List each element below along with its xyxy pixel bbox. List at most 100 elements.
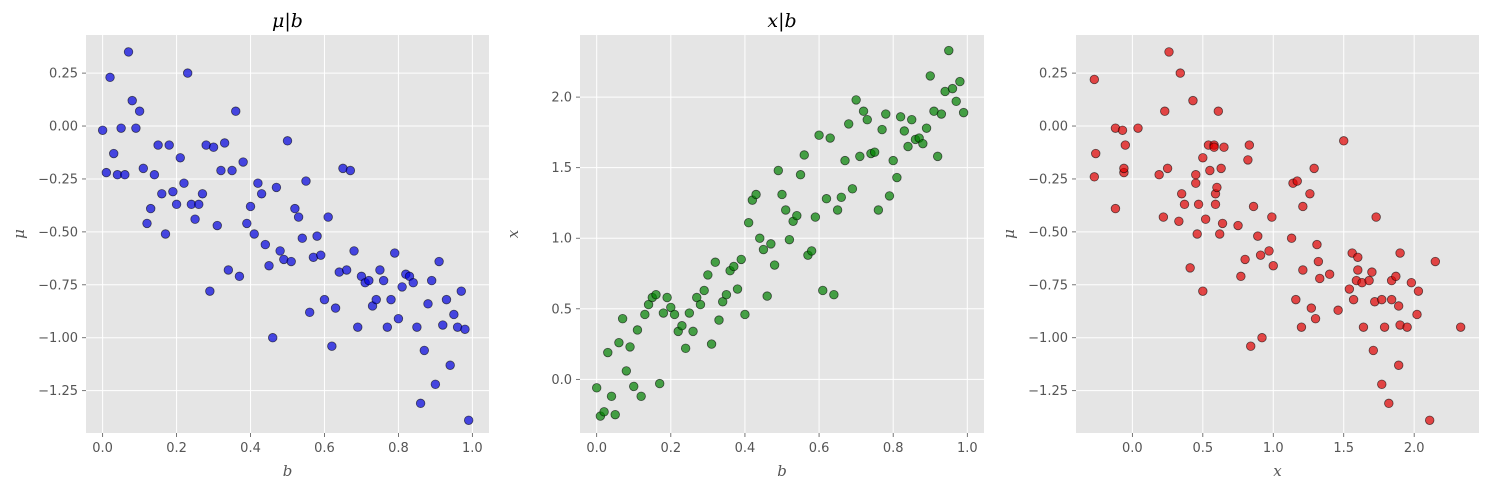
y-tick-label: 1.0 <box>551 232 572 247</box>
plot-area <box>86 35 489 433</box>
data-point <box>1213 106 1224 116</box>
data-point <box>1164 47 1174 57</box>
plot-area <box>1076 35 1479 433</box>
data-point <box>840 155 850 166</box>
data-point <box>260 239 271 250</box>
data-point <box>769 260 780 270</box>
data-point <box>105 72 115 83</box>
data-point <box>762 291 772 301</box>
data-point <box>1198 153 1208 163</box>
data-point <box>390 248 400 258</box>
data-point <box>743 218 754 228</box>
data-point <box>1246 341 1256 351</box>
data-point <box>936 109 947 119</box>
data-point <box>1291 294 1301 305</box>
data-point <box>781 205 791 215</box>
x-tick-label: 0.4 <box>735 441 756 456</box>
data-point <box>651 289 661 300</box>
data-point <box>397 282 407 292</box>
data-point <box>412 322 422 332</box>
data-point <box>688 326 698 337</box>
data-point <box>1119 163 1129 174</box>
data-point <box>434 256 444 267</box>
data-point <box>423 299 433 309</box>
data-point <box>341 265 352 275</box>
data-point <box>353 322 363 332</box>
data-point <box>408 277 418 288</box>
data-point <box>810 212 821 222</box>
x-axis-label: b <box>777 462 787 480</box>
data-point <box>1212 182 1222 193</box>
data-point <box>242 218 252 229</box>
data-point <box>1209 142 1219 152</box>
y-tick-label: −0.75 <box>38 278 78 293</box>
data-point <box>297 233 307 243</box>
data-point <box>758 244 769 255</box>
data-point <box>714 315 724 325</box>
data-point <box>680 343 691 354</box>
data-point <box>703 270 713 280</box>
data-point <box>1402 322 1412 332</box>
data-point <box>699 285 709 296</box>
data-point <box>1255 250 1266 260</box>
y-tick-label: −0.25 <box>1028 172 1068 187</box>
data-point <box>1368 345 1379 356</box>
data-point <box>120 170 130 180</box>
subplot-x-given-b: 0.0 0.2 0.4 0.6 0.8 1.0 0.0 0.5 1.0 1.5 2.0 x|b b x <box>504 10 984 480</box>
data-point <box>684 308 695 318</box>
y-tick-label: 0.00 <box>49 120 78 135</box>
data-point <box>1154 170 1164 180</box>
chart-title: x|b <box>767 10 796 32</box>
data-point <box>319 294 330 305</box>
data-point <box>216 165 226 176</box>
data-point <box>636 391 646 402</box>
data-point <box>327 341 337 351</box>
y-axis-label: μ <box>1000 229 1018 239</box>
x-tick-label: 2.0 <box>1404 441 1425 456</box>
data-point <box>829 289 839 300</box>
data-point <box>821 194 832 204</box>
data-point <box>1353 252 1363 262</box>
data-point <box>364 275 374 286</box>
data-point <box>426 275 437 286</box>
data-point <box>1312 239 1322 250</box>
data-point <box>1117 125 1128 135</box>
data-point <box>275 246 285 256</box>
data-point <box>955 76 965 87</box>
data-point <box>1313 256 1324 267</box>
data-point <box>153 140 163 150</box>
data-point <box>268 333 278 343</box>
data-point <box>1133 123 1143 133</box>
data-point <box>290 203 300 214</box>
x-tick-label: 0.6 <box>314 441 335 456</box>
data-point <box>349 246 359 256</box>
data-point <box>1268 261 1278 271</box>
x-tick-label: 0.8 <box>388 441 409 456</box>
data-point <box>947 83 958 94</box>
data-point <box>1205 165 1215 176</box>
x-tick-label: 0.5 <box>1192 441 1213 456</box>
data-point <box>253 178 263 188</box>
data-point <box>921 123 932 133</box>
data-point <box>1358 322 1369 332</box>
data-point <box>286 256 296 267</box>
data-point <box>1286 233 1297 243</box>
data-point <box>1309 163 1319 174</box>
data-point <box>256 189 267 199</box>
data-point <box>142 218 152 229</box>
data-point <box>231 106 241 116</box>
data-point <box>858 106 869 116</box>
data-point <box>109 148 119 159</box>
data-point <box>312 231 322 241</box>
data-point <box>873 205 884 215</box>
data-point <box>1298 201 1308 212</box>
data-point <box>463 415 474 425</box>
data-point <box>903 141 913 152</box>
x-tick-label: 1.0 <box>462 441 483 456</box>
data-point <box>1324 269 1335 279</box>
data-point <box>1188 95 1198 106</box>
data-point <box>832 205 843 215</box>
data-point <box>1391 271 1401 282</box>
data-point <box>892 172 902 183</box>
